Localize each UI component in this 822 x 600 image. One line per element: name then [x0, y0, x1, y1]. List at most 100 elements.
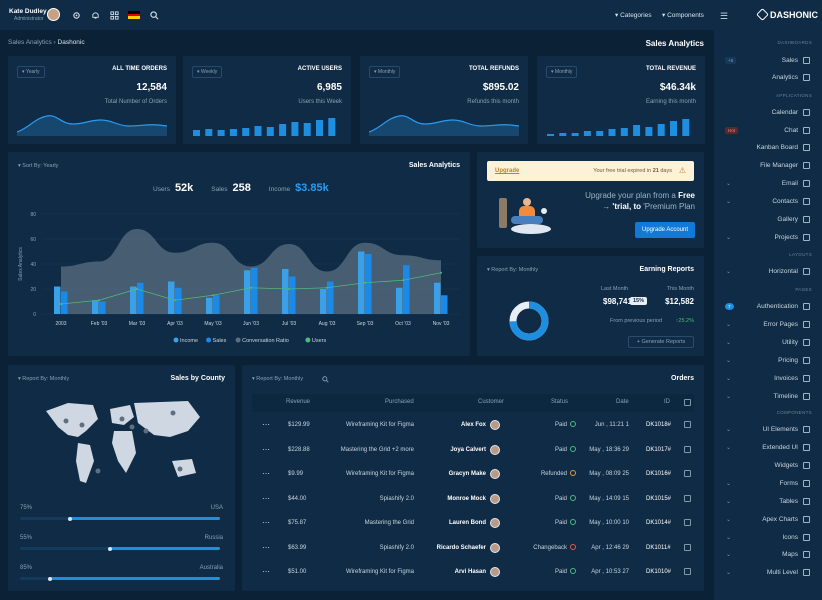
sales-bar: [365, 254, 372, 314]
upgrade-account-button[interactable]: Upgrade Account: [635, 222, 695, 238]
sidebar-item[interactable]: Analytics: [714, 72, 822, 84]
county-progress-knob[interactable]: [68, 516, 72, 521]
sidebar-item-label: File Manager: [760, 162, 798, 169]
customer-name[interactable]: Joya Calvert: [450, 446, 486, 453]
table-row[interactable]: ⋯ $63.99 Spiashify 2.0 Ricardo Schaefer Chan…: [252, 537, 702, 561]
status-icon: [570, 421, 576, 427]
bell-icon[interactable]: [91, 11, 100, 20]
income-bar: [396, 287, 403, 314]
search-icon[interactable]: [322, 376, 329, 383]
legend-label: Users: [312, 338, 327, 344]
sidebar-item[interactable]: Multi Level ⌄: [714, 567, 822, 579]
county-progress-knob[interactable]: [108, 546, 112, 551]
row-actions-icon[interactable]: ⋯: [262, 493, 270, 503]
table-row[interactable]: ⋯ $129.99 Wireframing Kit for Figma Alex Fo…: [252, 414, 702, 438]
brand-name: DASHONIC: [770, 10, 819, 20]
table-row[interactable]: ⋯ $75.87 Mastering the Grid Lauren Bond Paid…: [252, 512, 702, 536]
row-actions-icon[interactable]: ⋯: [262, 542, 270, 552]
filter-dropdown[interactable]: ▾ Monthly: [546, 66, 578, 78]
sidebar-item[interactable]: Widgets: [714, 460, 822, 472]
chevron-down-icon: ⌄: [726, 322, 732, 328]
sidebar-item[interactable]: File Manager: [714, 160, 822, 172]
table-row[interactable]: ⋯ $51.00 Wireframing Kit for Figma Arvi Has…: [252, 561, 702, 585]
county-progress-knob[interactable]: [48, 576, 52, 581]
report-by-dropdown[interactable]: ▾ Report By: Monthly: [252, 376, 304, 382]
row-actions-icon[interactable]: ⋯: [262, 567, 270, 576]
sidebar-item[interactable]: Apex Charts ⌄: [714, 514, 822, 526]
sidebar-item[interactable]: Utility ⌄: [714, 337, 822, 349]
gear-icon[interactable]: [72, 11, 81, 20]
spark-bar: [193, 130, 200, 136]
german-flag-icon[interactable]: [128, 11, 140, 19]
generate-reports-button[interactable]: + Generate Reports: [628, 336, 694, 348]
orders-column-header[interactable]: Status: [551, 399, 569, 405]
income-bar: [358, 251, 365, 314]
customer-name[interactable]: Lauren Bond: [449, 520, 486, 526]
nav-categories[interactable]: ▾ Categories: [615, 12, 652, 19]
customer-name[interactable]: Alex Fox: [460, 422, 486, 428]
users-point: [212, 294, 214, 297]
customer-name[interactable]: Monroe Mock: [447, 495, 486, 502]
sidebar-item[interactable]: Projects ⌄: [714, 232, 822, 244]
orders-column-header[interactable]: Revenue: [286, 399, 311, 405]
row-actions-icon[interactable]: ⋯: [262, 518, 270, 527]
table-row[interactable]: ⋯ $228.88 Mastering the Grid +2 more Joya C…: [252, 439, 702, 463]
orders-column-header[interactable]: Customer: [478, 399, 505, 405]
sidebar-item[interactable]: Gallery: [714, 214, 822, 226]
sidebar-item[interactable]: Icons ⌄: [714, 532, 822, 544]
filter-dropdown[interactable]: ▾ Monthly: [369, 66, 401, 78]
order-status: Paid: [554, 446, 567, 453]
menu-toggle-icon[interactable]: ☰: [720, 11, 729, 21]
sidebar-item[interactable]: Sales: [714, 55, 822, 67]
sidebar-item[interactable]: Chat: [714, 125, 822, 137]
row-checkbox[interactable]: [684, 543, 691, 551]
table-row[interactable]: ⋯ $9.99 Wireframing Kit for Figma Gracyn Ma…: [252, 463, 702, 487]
upgrade-link[interactable]: Upgrade: [495, 168, 520, 174]
breadcrumb-root[interactable]: Sales Analytics: [8, 39, 52, 46]
row-actions-icon[interactable]: ⋯: [262, 444, 270, 454]
chevron-down-icon: ▾: [18, 376, 23, 382]
customer-name[interactable]: Arvi Hasan: [454, 569, 486, 575]
nav-components[interactable]: ▾ Components: [662, 12, 704, 19]
filter-dropdown[interactable]: ▾ Weekly: [192, 66, 223, 78]
sidebar-item[interactable]: Calendar: [714, 107, 822, 119]
orders-column-header[interactable]: Date: [616, 399, 629, 405]
sidebar-item[interactable]: Forms ⌄: [714, 478, 822, 490]
orders-column-header[interactable]: ID: [664, 399, 670, 405]
report-by-dropdown[interactable]: ▾ Report By: Monthly: [18, 376, 70, 382]
filter-dropdown[interactable]: ▾ Yearly: [17, 66, 45, 78]
sidebar-item[interactable]: Pricing ⌄: [714, 355, 822, 367]
orders-column-header[interactable]: Purchased: [385, 399, 414, 405]
sidebar-item[interactable]: Invoices ⌄: [714, 373, 822, 385]
customer-name[interactable]: Ricardo Schaefer: [436, 544, 486, 551]
search-icon[interactable]: [150, 11, 159, 20]
apps-grid-icon[interactable]: [110, 11, 119, 20]
sidebar-item[interactable]: Extended UI ⌄: [714, 442, 822, 454]
row-checkbox[interactable]: [684, 470, 691, 477]
sidebar-item[interactable]: Error Pages ⌄: [714, 319, 822, 331]
sidebar-item[interactable]: Timeline ⌄: [714, 391, 822, 403]
sidebar-item[interactable]: Horizontal ⌄: [714, 266, 822, 278]
row-actions-icon[interactable]: ⋯: [262, 420, 270, 429]
sidebar-item[interactable]: Email ⌄: [714, 178, 822, 190]
sort-by-dropdown[interactable]: ▾ Sort By: Yearly: [18, 163, 59, 169]
row-checkbox[interactable]: [684, 519, 691, 526]
row-checkbox[interactable]: [684, 421, 691, 428]
sidebar-item[interactable]: Maps ⌄: [714, 549, 822, 561]
avatar[interactable]: [47, 8, 60, 21]
row-checkbox[interactable]: [684, 445, 691, 453]
sidebar-item[interactable]: Contacts ⌄: [714, 196, 822, 208]
select-all-checkbox[interactable]: [684, 399, 691, 406]
sidebar-item[interactable]: Tables ⌄: [714, 496, 822, 508]
sidebar-item[interactable]: UI Elements ⌄: [714, 424, 822, 436]
sidebar-item-label: Widgets: [774, 462, 798, 469]
report-by-dropdown[interactable]: ▾ Report By: Monthly: [487, 267, 539, 273]
sidebar-section-label: LAYOUTS: [789, 252, 812, 257]
row-checkbox[interactable]: [684, 568, 691, 575]
sidebar-item[interactable]: Kanban Board: [714, 142, 822, 154]
table-row[interactable]: ⋯ $44.00 Spiashify 2.0 Monroe Mock Paid May ,…: [252, 488, 702, 512]
row-checkbox[interactable]: [684, 494, 691, 502]
customer-name[interactable]: Gracyn Make: [448, 471, 486, 477]
chevron-down-icon: ⌄: [726, 181, 732, 187]
row-actions-icon[interactable]: ⋯: [262, 469, 270, 478]
